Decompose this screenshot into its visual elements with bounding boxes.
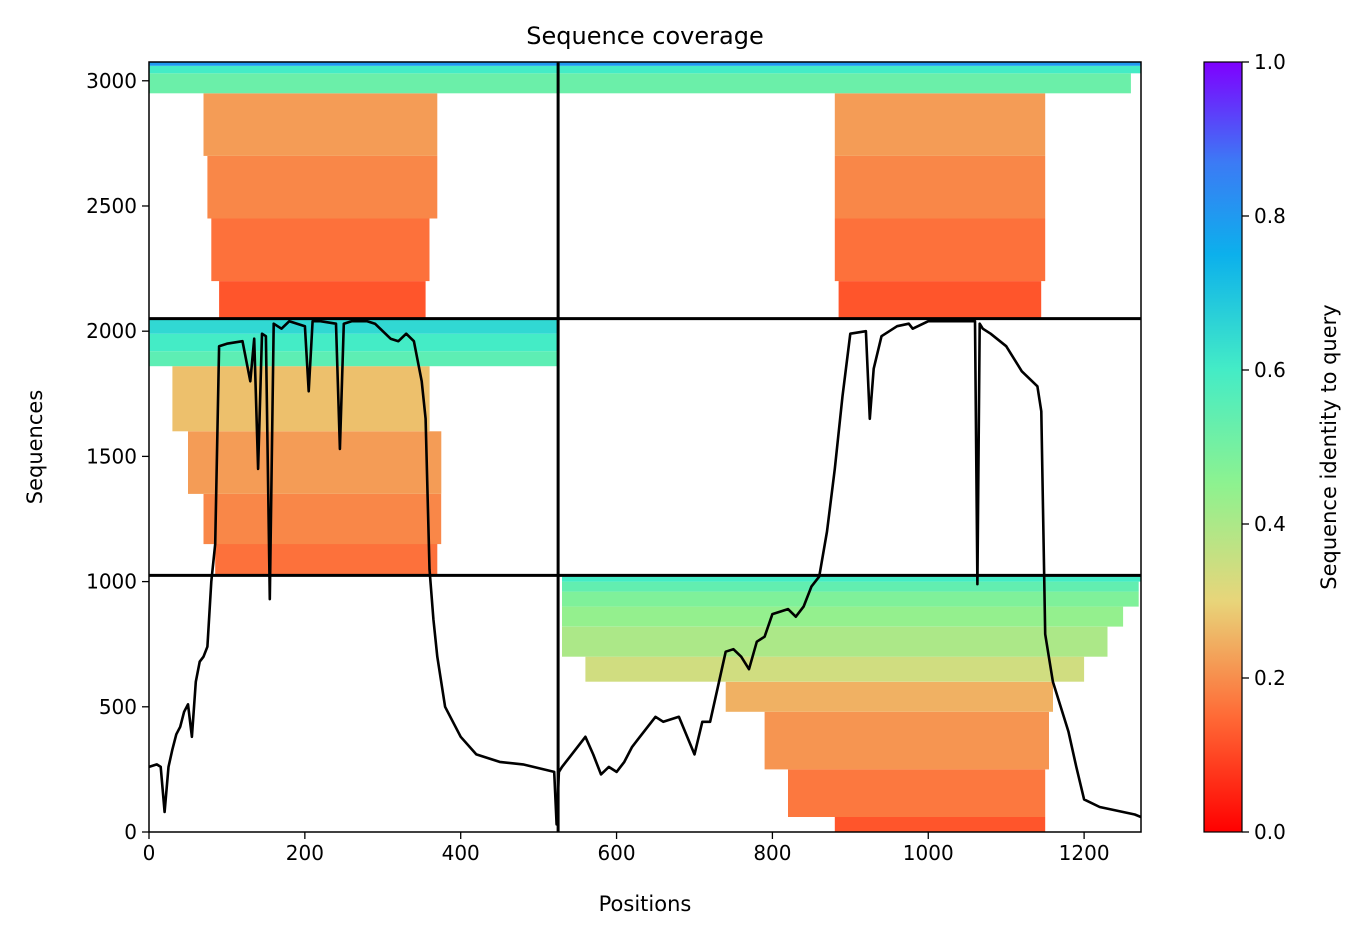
chart-title: Sequence coverage [526, 22, 763, 50]
y-tick-label-2500: 2500 [86, 194, 137, 218]
coverage-band-middle-left-2 [188, 431, 442, 494]
colorbar: 0.0 0.2 0.4 0.6 0.8 1.0 Sequence identity to … [1203, 50, 1341, 844]
coverage-band-top-left-2 [207, 155, 438, 219]
y-tick-label-1000: 1000 [86, 570, 137, 594]
coverage-band-top-left-5 [149, 65, 559, 74]
coverage-band-bottom-right-3 [725, 681, 1053, 712]
x-tick-label-0: 0 [143, 841, 156, 865]
x-tick-label-1200: 1200 [1059, 841, 1110, 865]
coverage-band-bottom-right-2 [764, 711, 1049, 770]
coverage-band-middle-left-4 [149, 351, 559, 367]
colorbar-tick-label-0.2: 0.2 [1254, 666, 1286, 690]
coverage-band-middle-left-3 [172, 366, 430, 432]
colorbar-tick-label-1.0: 1.0 [1254, 50, 1286, 74]
x-axis-ticks: 0 200 400 600 800 1000 1200 [143, 832, 1110, 865]
y-tick-label-0: 0 [124, 820, 137, 844]
colorbar-label: Sequence identity to query [1317, 304, 1341, 589]
coverage-line-group [149, 319, 1141, 826]
coverage-band-top-left-1 [211, 218, 430, 282]
x-tick-label-200: 200 [286, 841, 324, 865]
y-axis-ticks: 0 500 1000 1500 2000 2500 3000 [86, 69, 149, 844]
coverage-band-bottom-right-7 [562, 591, 1139, 607]
coverage-band-top-right-4 [558, 73, 1131, 94]
plot-area [148, 61, 1142, 833]
coverage-band-middle-left-5 [149, 333, 559, 352]
colorbar-tick-label-0.6: 0.6 [1254, 358, 1286, 382]
coverage-band-top-right-5 [558, 65, 1141, 74]
coverage-band-middle-left-1 [203, 494, 442, 545]
x-axis-label: Positions [599, 892, 692, 916]
coverage-bands [149, 62, 1141, 832]
colorbar-tick-label-0.4: 0.4 [1254, 512, 1286, 536]
coverage-band-bottom-right-5 [562, 626, 1108, 657]
coverage-line [149, 319, 1141, 826]
y-axis-label: Sequences [23, 390, 47, 505]
coverage-band-top-right-3 [834, 93, 1046, 156]
x-tick-label-800: 800 [753, 841, 791, 865]
coverage-band-bottom-right-0 [834, 817, 1046, 832]
colorbar-tick-label-0.8: 0.8 [1254, 204, 1286, 228]
coverage-band-top-left-4 [149, 73, 559, 94]
coverage-band-bottom-right-6 [562, 606, 1124, 627]
coverage-band-top-left-6 [149, 62, 559, 66]
coverage-band-top-left-0 [219, 281, 426, 319]
colorbar-ticks: 0.0 0.2 0.4 0.6 0.8 1.0 [1242, 50, 1286, 844]
coverage-band-bottom-right-4 [585, 656, 1085, 682]
coverage-band-top-right-1 [834, 218, 1046, 282]
x-tick-label-1000: 1000 [903, 841, 954, 865]
block-boundaries [149, 62, 1141, 832]
coverage-band-bottom-right-9 [562, 575, 1141, 582]
colorbar-gradient [1203, 61, 1243, 833]
coverage-band-bottom-right-8 [562, 581, 1139, 592]
plot-frame [148, 61, 1142, 833]
coverage-band-top-right-6 [558, 62, 1141, 66]
coverage-band-bottom-right-1 [788, 769, 1046, 817]
y-tick-label-3000: 3000 [86, 69, 137, 93]
coverage-band-middle-left-0 [215, 544, 438, 576]
coverage-band-top-right-0 [838, 281, 1042, 319]
x-tick-label-400: 400 [442, 841, 480, 865]
colorbar-tick-label-0.0: 0.0 [1254, 820, 1286, 844]
coverage-band-top-left-3 [203, 93, 438, 156]
coverage-band-top-right-2 [834, 155, 1046, 219]
x-tick-label-600: 600 [597, 841, 635, 865]
y-tick-label-2000: 2000 [86, 319, 137, 343]
y-tick-label-1500: 1500 [86, 444, 137, 468]
y-tick-label-500: 500 [99, 695, 137, 719]
coverage-band-middle-left-6 [149, 318, 559, 334]
